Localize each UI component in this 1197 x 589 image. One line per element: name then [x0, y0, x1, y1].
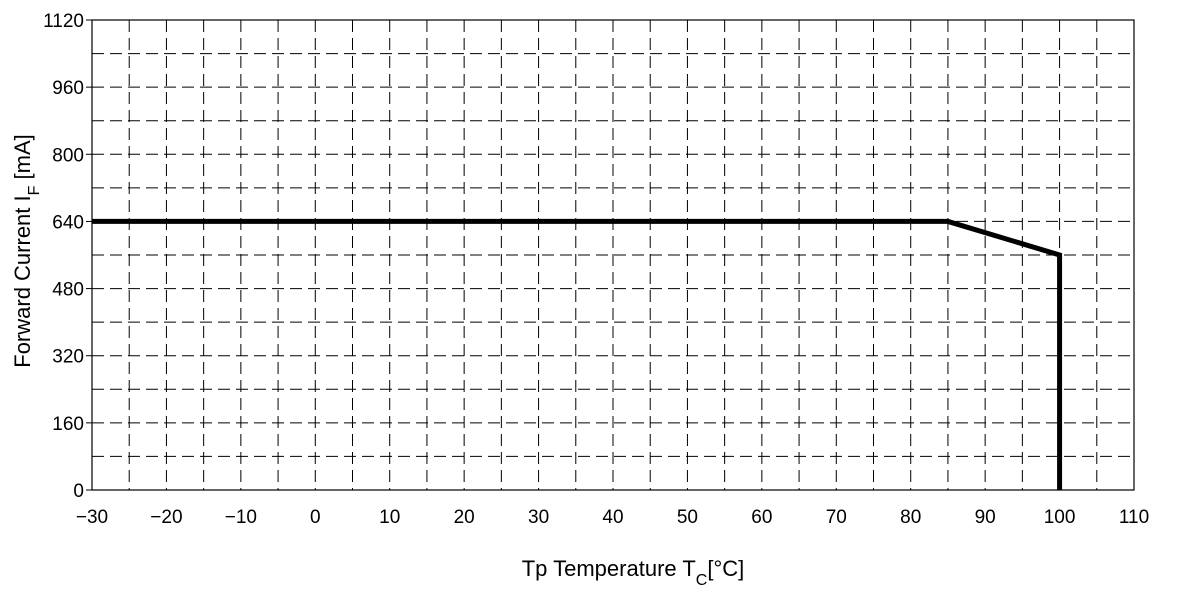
x-tick-label: 90 [975, 507, 996, 528]
y-tick-label: 160 [52, 414, 84, 435]
y-axis-title: Forward Current IF [mA] [10, 134, 43, 368]
x-axis-title: Tp Temperature TC[°C] [522, 556, 745, 589]
y-axis-title-unit: [mA] [10, 134, 35, 185]
y-axis-title-sub: F [26, 185, 43, 195]
x-tick-label: −10 [225, 507, 257, 528]
y-tick-label: 480 [52, 280, 84, 301]
x-tick-label: 0 [310, 507, 321, 528]
y-tick-label: 960 [52, 78, 84, 99]
x-axis-title-sub: C [696, 572, 708, 589]
x-tick-label: 10 [379, 507, 400, 528]
x-tick-label: 80 [900, 507, 921, 528]
y-tick-label: 1120 [43, 11, 84, 32]
x-tick-label: 60 [751, 507, 772, 528]
x-tick-label: 110 [1119, 507, 1149, 528]
x-tick-label: 40 [602, 507, 623, 528]
y-tick-label: 640 [52, 212, 84, 233]
plot-frame [91, 19, 1135, 491]
x-tick-label: 100 [1044, 507, 1076, 528]
y-tick-label: 0 [73, 481, 84, 502]
x-tick-label: 20 [454, 507, 475, 528]
x-axis-title-main: Tp Temperature T [522, 556, 696, 581]
series [92, 218, 1063, 490]
x-tick-label: −20 [150, 507, 182, 528]
x-tick-label: −30 [76, 507, 108, 528]
x-tick-label: 50 [677, 507, 698, 528]
ticks: −30 −20 −10 0 10 20 30 40 50 60 70 80 90 100 110 0 160 32… [43, 11, 1149, 528]
x-axis-title-unit: [°C] [707, 556, 744, 581]
derating-curve [92, 218, 1063, 490]
grid [92, 20, 1134, 490]
x-tick-label: 70 [826, 507, 847, 528]
y-tick-label: 320 [52, 347, 84, 368]
y-tick-label: 800 [52, 145, 84, 166]
y-axis-title-main: Forward Current I [10, 195, 35, 367]
x-tick-label: 30 [528, 507, 549, 528]
